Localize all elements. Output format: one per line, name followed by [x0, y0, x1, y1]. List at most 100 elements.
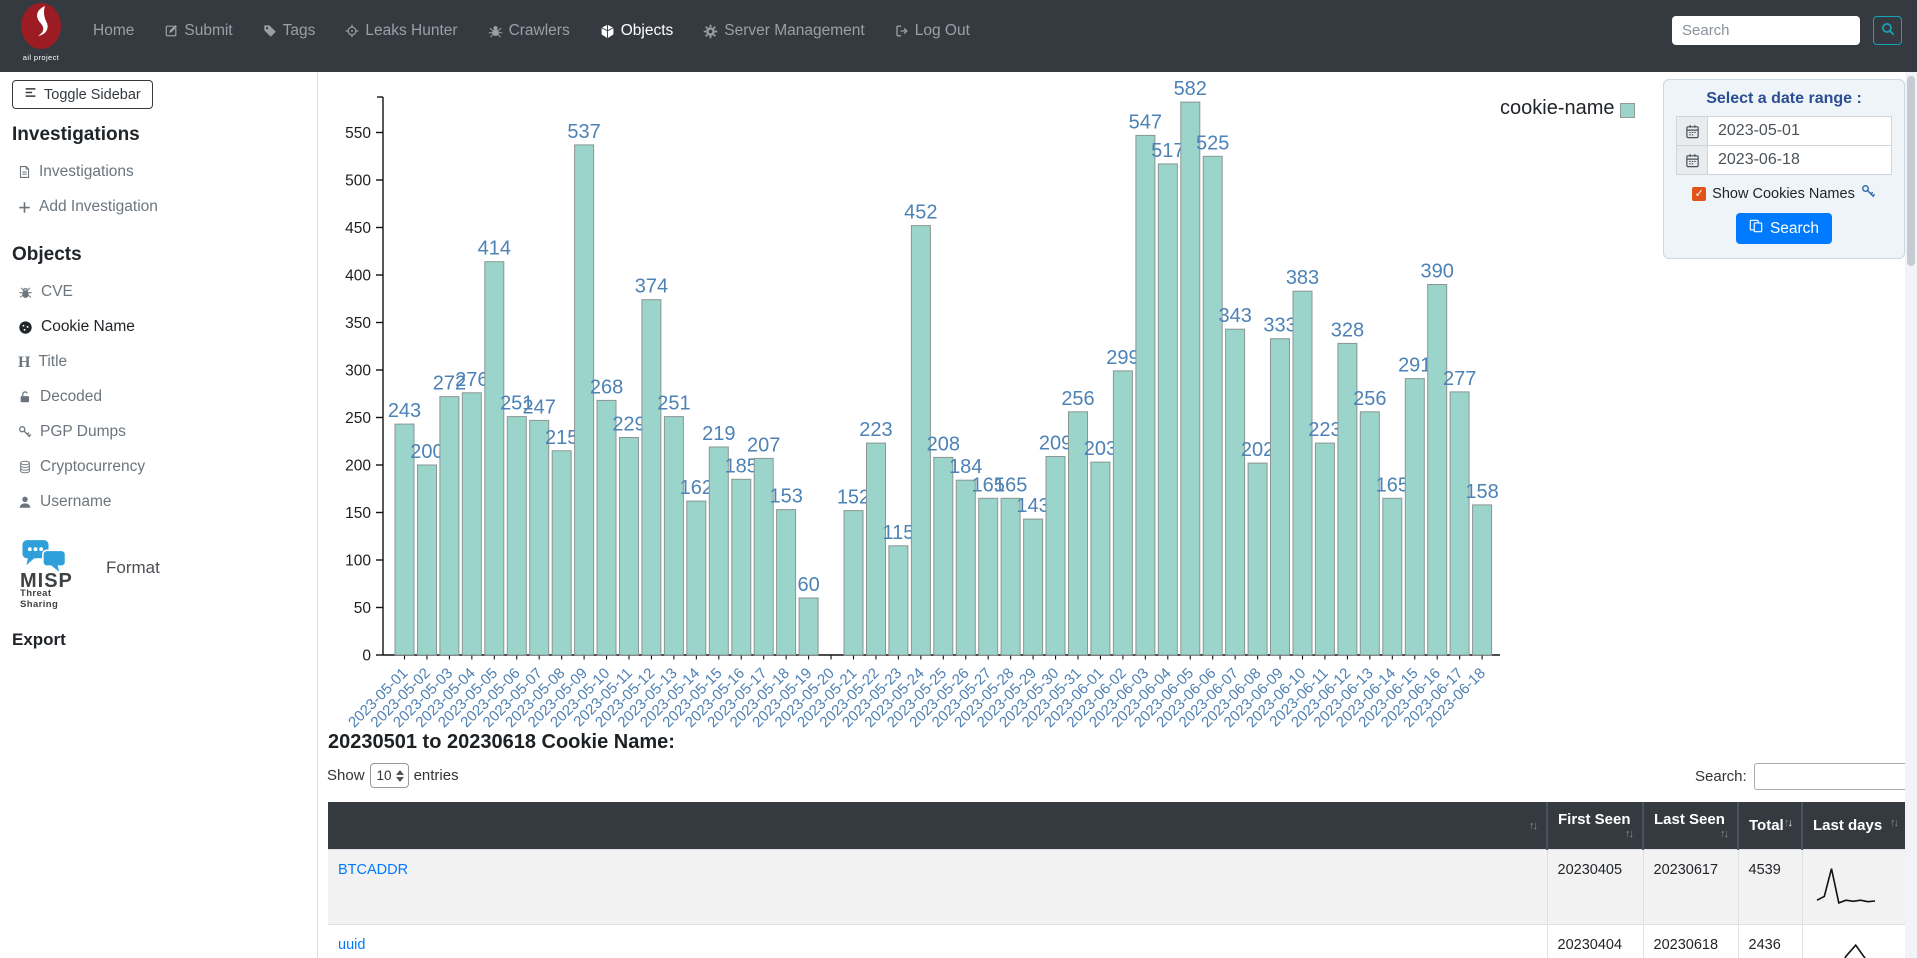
cookie-bar-chart[interactable]: 0 50 100 150 200 250 300 350 400 450 500 550 2023-05…: [320, 75, 1580, 735]
cookie-name-link[interactable]: uuid: [338, 937, 366, 953]
bar[interactable]: [484, 261, 505, 656]
bar[interactable]: [506, 416, 527, 656]
sidebar-item-add-investigation[interactable]: Add Investigation: [18, 198, 305, 216]
date-end-input[interactable]: [1708, 145, 1892, 175]
svg-text:500: 500: [345, 173, 371, 190]
sidebar-item-decoded[interactable]: Decoded: [18, 388, 305, 406]
entries-select[interactable]: 10: [369, 763, 409, 788]
export-heading: Export: [12, 630, 66, 649]
table-search-input[interactable]: [1753, 763, 1916, 790]
bar[interactable]: [1449, 391, 1470, 656]
bar[interactable]: [1270, 338, 1290, 656]
bar[interactable]: [1225, 328, 1246, 656]
bar[interactable]: [955, 479, 976, 656]
column-header-total[interactable]: Total ↑↓: [1737, 802, 1802, 850]
cookie-name-link[interactable]: BTCADDR: [338, 862, 409, 878]
toggle-sidebar-button[interactable]: Toggle Sidebar: [12, 80, 153, 109]
column-header-last-days[interactable]: Last days ↑↓: [1801, 802, 1907, 850]
nav-item-tags[interactable]: Tags: [248, 22, 331, 40]
bar[interactable]: [619, 437, 639, 656]
bar[interactable]: [1247, 462, 1268, 656]
nav-item-leaks-hunter[interactable]: Leaks Hunter: [330, 22, 472, 40]
show-cookies-names-checkbox[interactable]: ✓: [1692, 186, 1707, 201]
scrollbar[interactable]: [1905, 72, 1917, 958]
bar[interactable]: [417, 464, 437, 656]
sidebar-item-username[interactable]: Username: [18, 493, 305, 511]
bar[interactable]: [910, 225, 931, 656]
bar[interactable]: [1068, 411, 1088, 656]
column-header-name[interactable]: ↑↓: [328, 802, 1547, 850]
bar[interactable]: [1090, 461, 1111, 656]
bar[interactable]: [1472, 504, 1493, 656]
sidebar: Toggle Sidebar Investigations Investigat…: [0, 72, 318, 958]
bar-value-label: 208: [927, 433, 960, 455]
bar[interactable]: [1427, 284, 1448, 656]
bar[interactable]: [1292, 290, 1313, 656]
bar-value-label: 203: [1084, 438, 1117, 460]
bar[interactable]: [1135, 134, 1156, 656]
bar[interactable]: [596, 399, 617, 656]
bar[interactable]: [1314, 442, 1335, 656]
ail-logo[interactable]: ail project: [10, 2, 72, 62]
bar[interactable]: [1382, 497, 1403, 656]
column-header-first-seen[interactable]: First Seen ↑↓: [1546, 802, 1643, 850]
bar[interactable]: [888, 545, 909, 656]
nav-item-submit[interactable]: Submit: [149, 22, 247, 40]
bar[interactable]: [866, 442, 886, 656]
calendar-icon: [1676, 116, 1708, 146]
bar[interactable]: [933, 456, 954, 656]
bar[interactable]: [843, 510, 864, 656]
navbar-search-button[interactable]: [1873, 16, 1902, 45]
misp-format-link[interactable]: MISP Threat Sharing Format: [20, 539, 305, 610]
bar[interactable]: [439, 396, 460, 656]
bar[interactable]: [641, 299, 662, 656]
nav-item-home[interactable]: Home: [78, 22, 149, 40]
bar[interactable]: [529, 419, 550, 656]
nav-item-server-management[interactable]: Server Management: [688, 22, 879, 40]
date-start-input[interactable]: [1708, 116, 1892, 146]
sort-icon: ↑↓: [1720, 828, 1729, 840]
bar[interactable]: [1359, 411, 1380, 656]
svg-text:450: 450: [345, 220, 371, 237]
bar[interactable]: [978, 497, 999, 656]
bar[interactable]: [708, 446, 729, 656]
bar[interactable]: [663, 416, 684, 656]
column-header-last-seen[interactable]: Last Seen ↑↓: [1642, 802, 1738, 850]
nav-item-crawlers[interactable]: Crawlers: [473, 22, 585, 40]
bar-value-label: 115: [882, 522, 914, 544]
bar[interactable]: [1337, 342, 1358, 656]
sidebar-item-cryptocurrency[interactable]: Cryptocurrency: [18, 458, 305, 476]
nav-item-label: Leaks Hunter: [365, 22, 458, 39]
user-icon: [18, 495, 32, 509]
bar[interactable]: [753, 457, 774, 656]
sidebar-item-investigations[interactable]: Investigations: [18, 163, 305, 181]
bar[interactable]: [798, 597, 819, 656]
bar[interactable]: [1157, 163, 1178, 656]
bar[interactable]: [1180, 101, 1201, 656]
sidebar-item-cve[interactable]: CVE: [18, 283, 305, 301]
bar[interactable]: [1045, 456, 1066, 656]
bar[interactable]: [686, 500, 707, 656]
bar[interactable]: [1112, 370, 1133, 656]
bar[interactable]: [1404, 378, 1425, 656]
nav-item-log-out[interactable]: Log Out: [880, 22, 985, 40]
bar[interactable]: [1000, 497, 1021, 656]
bar[interactable]: [776, 509, 797, 656]
navbar-search-input[interactable]: [1672, 16, 1860, 45]
sidebar-item-title[interactable]: H Title: [18, 353, 305, 371]
nav-item-objects[interactable]: Objects: [585, 22, 689, 40]
bar-value-label: 165: [1376, 474, 1409, 496]
sidebar-item-cookie-name[interactable]: Cookie Name: [18, 318, 305, 336]
bar[interactable]: [551, 450, 572, 656]
scrollbar-thumb[interactable]: [1907, 76, 1915, 266]
bar[interactable]: [394, 423, 415, 656]
entries-select-value: 10: [376, 768, 392, 783]
date-range-search-button[interactable]: Search: [1735, 213, 1833, 244]
bar[interactable]: [1023, 518, 1044, 656]
chart-legend[interactable]: cookie-name: [1500, 97, 1635, 120]
sidebar-item-pgp-dumps[interactable]: PGP Dumps: [18, 423, 305, 441]
bar[interactable]: [1202, 155, 1223, 656]
bar[interactable]: [461, 392, 482, 656]
bar[interactable]: [731, 478, 752, 656]
bar[interactable]: [574, 144, 595, 656]
